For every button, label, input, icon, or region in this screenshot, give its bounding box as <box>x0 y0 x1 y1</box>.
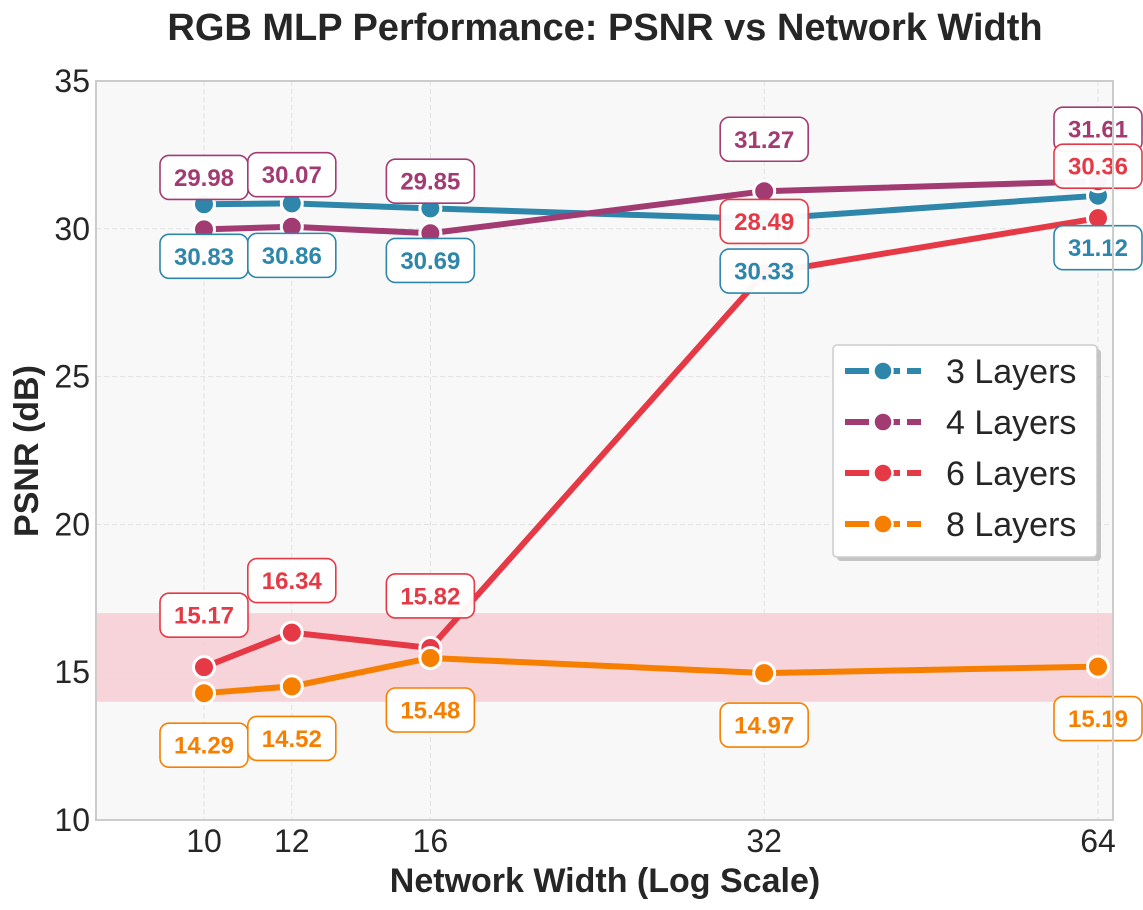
legend-label: 6 Layers <box>946 455 1076 493</box>
data-label-box <box>385 573 476 619</box>
data-label-text: 14.52 <box>262 726 322 753</box>
data-label-text: 15.48 <box>400 698 460 725</box>
y-tick-label: 10 <box>54 802 90 838</box>
y-tick-label: 20 <box>54 506 90 542</box>
plot-frame <box>95 80 1114 821</box>
y-tick-label: 15 <box>54 654 90 690</box>
legend-label: 3 Layers <box>946 353 1076 391</box>
data-label-box <box>1053 224 1143 271</box>
data-label-3-layers: 31.12 <box>1053 224 1143 271</box>
data-point-6-layers <box>192 655 216 680</box>
data-label-text: 30.36 <box>1068 154 1128 181</box>
y-tick-label: 35 <box>54 63 90 99</box>
data-label-text: 31.27 <box>734 127 794 154</box>
chart-title: RGB MLP Performance: PSNR vs Network Wid… <box>167 7 1042 49</box>
legend-marker <box>872 411 894 433</box>
data-label-text: 30.86 <box>262 243 322 270</box>
data-point-6-layers <box>279 620 304 645</box>
data-label-box <box>719 248 809 294</box>
data-label-4-layers: 30.07 <box>247 151 337 198</box>
y-tick-label: 30 <box>54 211 90 247</box>
data-label-8-layers: 14.29 <box>159 722 249 768</box>
legend-box <box>832 344 1098 558</box>
data-label-4-layers: 31.27 <box>719 116 809 163</box>
data-label-8-layers: 15.19 <box>1053 695 1143 742</box>
legend-marker <box>872 513 894 535</box>
legend-label: 4 Layers <box>946 404 1076 442</box>
data-label-3-layers: 30.69 <box>385 237 476 284</box>
data-label-text: 30.83 <box>174 244 234 271</box>
legend-item-3-layers: 3 Layers <box>845 353 1076 391</box>
data-label-text: 30.33 <box>734 259 794 286</box>
x-tick-label: 16 <box>413 823 449 859</box>
x-tick-label: 32 <box>746 823 782 859</box>
data-point-8-layers <box>1086 654 1110 679</box>
data-label-box <box>385 158 476 205</box>
data-label-text: 15.17 <box>174 603 234 630</box>
data-label-4-layers: 31.61 <box>1053 106 1143 153</box>
data-point-8-layers <box>192 681 216 706</box>
data-label-6-layers: 30.36 <box>1053 143 1143 189</box>
data-label-text: 16.34 <box>262 568 323 595</box>
data-label-text: 31.61 <box>1068 117 1128 144</box>
data-label-box <box>247 151 337 198</box>
data-label-box <box>1053 143 1143 189</box>
x-tick-label: 64 <box>1080 823 1116 859</box>
data-label-text: 15.19 <box>1068 706 1128 733</box>
data-label-8-layers: 14.97 <box>719 702 809 748</box>
data-label-text: 30.69 <box>400 248 460 275</box>
data-label-3-layers: 30.86 <box>247 232 337 279</box>
data-label-text: 14.29 <box>174 733 234 760</box>
data-label-text: 14.97 <box>734 713 794 740</box>
data-label-box <box>385 237 476 284</box>
data-label-6-layers: 15.82 <box>385 573 476 619</box>
data-label-box <box>247 557 337 604</box>
x-axis-label: Network Width (Log Scale) <box>390 862 820 900</box>
data-label-6-layers: 16.34 <box>247 557 337 604</box>
data-label-text: 28.49 <box>734 209 794 236</box>
y-tick-label: 25 <box>54 359 90 395</box>
data-label-box <box>719 116 809 163</box>
data-label-box <box>1053 695 1143 742</box>
data-label-text: 29.98 <box>174 165 234 192</box>
data-point-8-layers <box>279 674 304 699</box>
legend-label: 8 Layers <box>946 506 1076 544</box>
legend-item-8-layers: 8 Layers <box>845 506 1076 544</box>
x-tick-label: 12 <box>274 823 310 859</box>
data-label-box <box>719 702 809 748</box>
data-label-8-layers: 15.48 <box>385 687 476 733</box>
data-label-6-layers: 15.17 <box>159 592 249 638</box>
data-label-text: 15.82 <box>400 583 460 610</box>
data-label-text: 31.12 <box>1068 235 1128 262</box>
data-label-box <box>719 198 809 245</box>
data-point-4-layers <box>752 179 777 204</box>
data-label-box <box>159 592 249 638</box>
data-label-8-layers: 14.52 <box>247 715 337 762</box>
data-label-4-layers: 29.98 <box>159 154 249 201</box>
data-label-3-layers: 30.83 <box>159 233 249 280</box>
data-label-3-layers: 30.33 <box>719 248 809 294</box>
data-point-8-layers <box>418 646 443 671</box>
data-point-8-layers <box>752 661 777 686</box>
data-label-box <box>247 715 337 762</box>
legend-item-6-layers: 6 Layers <box>845 455 1076 493</box>
data-label-6-layers: 28.49 <box>719 198 809 245</box>
legend-marker <box>872 360 894 382</box>
data-label-4-layers: 29.85 <box>385 158 476 205</box>
data-label-text: 30.07 <box>262 162 322 189</box>
legend-marker <box>872 462 894 484</box>
x-tick-label: 10 <box>186 823 222 859</box>
data-label-text: 29.85 <box>400 169 460 196</box>
y-axis-label: PSNR (dB) <box>8 365 46 537</box>
legend-item-4-layers: 4 Layers <box>845 404 1076 442</box>
data-label-box <box>385 687 476 733</box>
data-label-box <box>247 232 337 279</box>
